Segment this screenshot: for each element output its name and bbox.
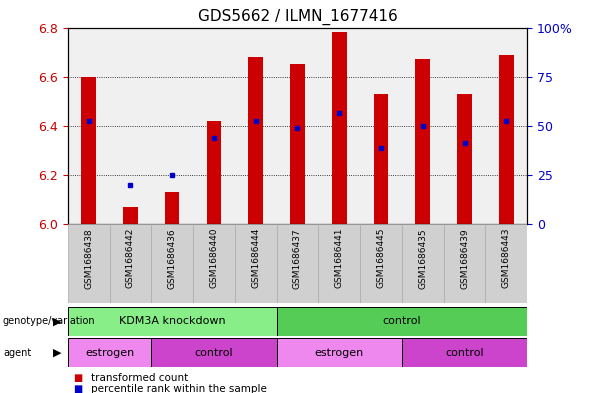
Text: agent: agent (3, 348, 31, 358)
Bar (318, 224, 360, 303)
Bar (402, 338, 527, 367)
Bar (402, 224, 444, 303)
Text: control: control (382, 316, 421, 326)
Bar (68, 224, 110, 303)
Bar (444, 224, 485, 303)
Text: ▶: ▶ (54, 316, 62, 326)
Text: transformed count: transformed count (91, 373, 188, 383)
Text: estrogen: estrogen (315, 348, 364, 358)
Bar (249, 57, 263, 224)
Text: control: control (194, 348, 233, 358)
Text: GSM1686442: GSM1686442 (126, 228, 135, 288)
Text: GSM1686444: GSM1686444 (251, 228, 260, 288)
Text: GSM1686441: GSM1686441 (335, 228, 344, 288)
Text: ■: ■ (74, 373, 83, 383)
Bar (360, 224, 402, 303)
Bar (499, 55, 514, 224)
Bar (277, 224, 318, 303)
Bar (123, 207, 138, 224)
Bar (207, 121, 221, 224)
Bar (373, 94, 388, 224)
Bar (332, 33, 346, 224)
Text: ▶: ▶ (54, 348, 62, 358)
Bar (415, 59, 430, 224)
Text: GSM1686436: GSM1686436 (168, 228, 177, 288)
Text: GSM1686438: GSM1686438 (84, 228, 93, 288)
Bar (81, 77, 96, 224)
Bar (235, 224, 277, 303)
Bar (277, 307, 527, 336)
Bar (165, 192, 180, 224)
Bar (485, 224, 527, 303)
Bar (290, 64, 305, 224)
Text: control: control (445, 348, 484, 358)
Text: GSM1686437: GSM1686437 (293, 228, 302, 288)
Bar (68, 307, 277, 336)
Title: GDS5662 / ILMN_1677416: GDS5662 / ILMN_1677416 (197, 9, 398, 25)
Bar (110, 224, 151, 303)
Text: KDM3A knockdown: KDM3A knockdown (119, 316, 226, 326)
Text: estrogen: estrogen (85, 348, 134, 358)
Text: percentile rank within the sample: percentile rank within the sample (91, 384, 267, 393)
Text: genotype/variation: genotype/variation (3, 316, 95, 326)
Bar (193, 224, 235, 303)
Bar (151, 224, 193, 303)
Text: ■: ■ (74, 384, 83, 393)
Text: GSM1686439: GSM1686439 (460, 228, 469, 288)
Bar (151, 338, 277, 367)
Text: GSM1686443: GSM1686443 (502, 228, 511, 288)
Bar (68, 338, 151, 367)
Bar (457, 94, 472, 224)
Bar (277, 338, 402, 367)
Text: GSM1686440: GSM1686440 (210, 228, 219, 288)
Text: GSM1686435: GSM1686435 (418, 228, 427, 288)
Text: GSM1686445: GSM1686445 (376, 228, 385, 288)
